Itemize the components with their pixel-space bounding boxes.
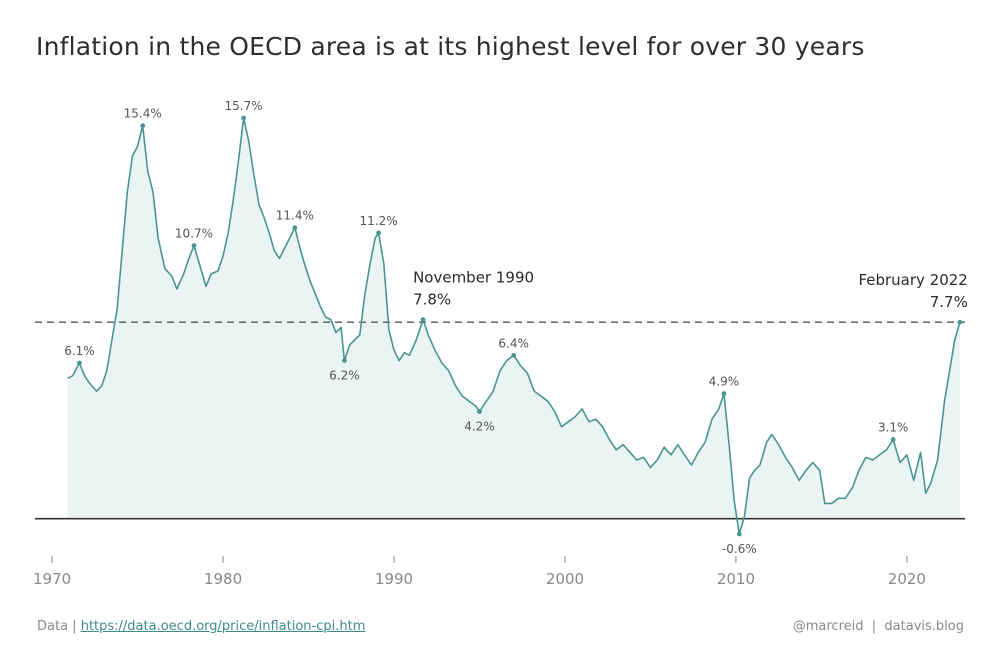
x-tick-label-2010: 2010 <box>717 570 755 588</box>
highlight-value-label-1: 7.7% <box>930 293 968 311</box>
data-label-11: 3.1% <box>878 421 909 435</box>
data-marker-8 <box>511 352 517 358</box>
x-tick-label-2020: 2020 <box>888 570 926 588</box>
data-label-2: 10.7% <box>175 227 213 241</box>
area-fill <box>67 118 960 534</box>
data-marker-11 <box>890 437 896 442</box>
data-label-0: 6.1% <box>64 344 95 358</box>
highlight-marker-0 <box>420 317 426 323</box>
x-tick-label-2000: 2000 <box>546 570 584 588</box>
data-label-5: 6.2% <box>329 368 360 382</box>
data-label-10: -0.6% <box>722 542 757 556</box>
data-marker-10 <box>736 531 742 537</box>
data-label-8: 6.4% <box>498 336 529 350</box>
inflation-chart: 1970 1980 1990 2000 2010 2020 6.1% 15.4% 10.7% 1… <box>33 99 968 588</box>
data-marker-0 <box>77 360 82 366</box>
highlight-annotations: November 1990 7.8% February 2022 7.7% <box>413 269 968 325</box>
data-marker-7 <box>477 409 482 414</box>
data-marker-6 <box>376 230 382 236</box>
highlight-date-label-0: November 1990 <box>413 269 534 287</box>
x-tick-label-1990: 1990 <box>375 570 413 588</box>
highlight-date-label-1: February 2022 <box>858 271 967 289</box>
footer-data-prefix: Data | <box>37 619 77 634</box>
highlight-value-label-0: 7.8% <box>413 291 451 309</box>
data-marker-1 <box>140 123 146 129</box>
data-marker-3 <box>241 115 246 121</box>
data-label-6: 11.2% <box>360 214 398 228</box>
data-marker-2 <box>191 243 197 249</box>
data-label-3: 15.7% <box>225 99 263 113</box>
data-marker-5 <box>342 358 347 363</box>
inflation-series-line <box>67 117 961 535</box>
footer-credit: @marcreid | datavis.blog <box>792 619 964 634</box>
footer-source: Data | https://data.oecd.org/price/infla… <box>37 619 365 634</box>
data-marker-9 <box>721 391 727 397</box>
x-axis-ticks: 1970 1980 1990 2000 2010 2020 <box>33 556 926 588</box>
data-point-markers <box>77 115 896 537</box>
x-tick-label-1970: 1970 <box>33 570 71 588</box>
data-label-9: 4.9% <box>709 375 740 389</box>
x-tick-label-1980: 1980 <box>204 570 242 588</box>
data-labels: 6.1% 15.4% 10.7% 15.7% 11.4% 6.2% 11.2% 4.2% 6.4… <box>64 99 908 556</box>
chart-title: Inflation in the OECD area is at its hig… <box>36 32 865 61</box>
highlight-marker-1 <box>957 319 963 325</box>
data-label-1: 15.4% <box>124 107 162 121</box>
data-label-4: 11.4% <box>276 209 314 223</box>
data-label-7: 4.2% <box>464 419 495 433</box>
data-marker-4 <box>292 225 298 231</box>
source-link[interactable]: https://data.oecd.org/price/inflation-cp… <box>80 619 366 634</box>
